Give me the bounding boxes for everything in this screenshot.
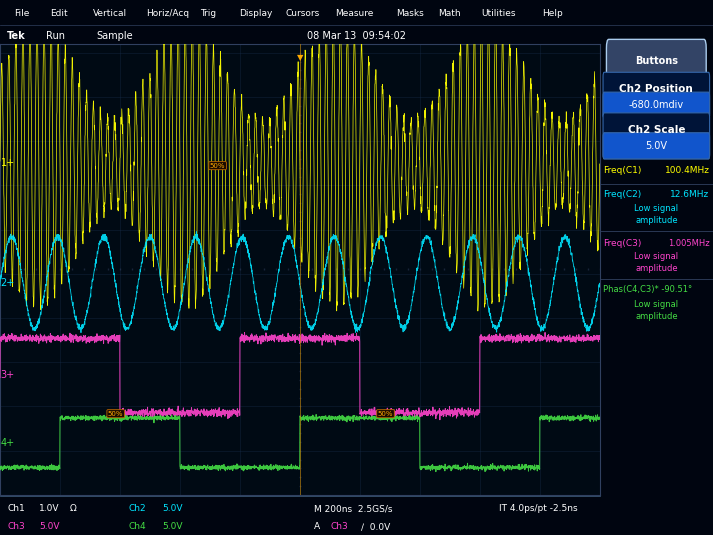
FancyBboxPatch shape [603, 113, 709, 159]
Text: Ch4: Ch4 [128, 523, 146, 531]
Text: 5.0V: 5.0V [645, 141, 667, 151]
Text: 4+: 4+ [1, 438, 14, 448]
Text: Display: Display [239, 9, 272, 18]
Text: Low signal: Low signal [635, 300, 678, 309]
Text: Help: Help [542, 9, 563, 18]
Text: Vertical: Vertical [93, 9, 127, 18]
Text: Utilities: Utilities [481, 9, 515, 18]
Text: Ch3: Ch3 [7, 523, 25, 531]
Text: Math: Math [438, 9, 461, 18]
Text: Phas(C4,C3)* -90.51°: Phas(C4,C3)* -90.51° [603, 285, 692, 294]
Text: 5.0V: 5.0V [39, 523, 60, 531]
Text: Buttons: Buttons [635, 56, 678, 66]
Text: 1.0V: 1.0V [39, 505, 60, 514]
Text: File: File [14, 9, 30, 18]
Text: Ch2 Scale: Ch2 Scale [627, 125, 685, 135]
FancyBboxPatch shape [607, 40, 706, 82]
Text: 12.6MHz: 12.6MHz [670, 190, 709, 200]
Text: Freq(C1): Freq(C1) [603, 166, 642, 174]
Text: 50%: 50% [108, 411, 123, 417]
Text: 3+: 3+ [1, 371, 14, 380]
Text: Horiz/Acq: Horiz/Acq [146, 9, 189, 18]
FancyBboxPatch shape [603, 72, 709, 118]
Text: 2+: 2+ [1, 278, 15, 288]
Text: Run: Run [46, 31, 66, 41]
Text: 1.005MHz: 1.005MHz [668, 239, 709, 248]
Text: Ch3: Ch3 [330, 523, 348, 531]
Text: amplitude: amplitude [635, 264, 677, 273]
Text: 50%: 50% [378, 411, 394, 417]
Text: A: A [314, 523, 320, 531]
Text: Ω: Ω [70, 505, 76, 514]
Text: Cursors: Cursors [285, 9, 319, 18]
Text: Ch2 Position: Ch2 Position [620, 84, 693, 94]
Text: 100.4MHz: 100.4MHz [665, 166, 709, 174]
Text: ∕  0.0V: ∕ 0.0V [361, 523, 391, 531]
Text: Edit: Edit [50, 9, 68, 18]
Text: Freq(C2): Freq(C2) [603, 190, 641, 200]
Text: Low signal: Low signal [635, 204, 678, 213]
Text: 5.0V: 5.0V [163, 523, 183, 531]
Text: amplitude: amplitude [635, 216, 677, 225]
Text: Trig: Trig [200, 9, 216, 18]
Text: Measure: Measure [335, 9, 374, 18]
Text: 08 Mar 13  09:54:02: 08 Mar 13 09:54:02 [307, 31, 406, 41]
Text: Tek: Tek [7, 31, 26, 41]
Text: -680.0mdiv: -680.0mdiv [629, 100, 684, 110]
Text: amplitude: amplitude [635, 312, 677, 321]
Text: Freq(C3): Freq(C3) [603, 239, 642, 248]
Text: 1+: 1+ [1, 158, 14, 168]
Text: Ch1: Ch1 [7, 505, 25, 514]
Text: M 200ns  2.5GS/s: M 200ns 2.5GS/s [314, 505, 392, 514]
Text: Low signal: Low signal [635, 252, 678, 261]
FancyBboxPatch shape [603, 133, 709, 159]
Text: Sample: Sample [96, 31, 133, 41]
Text: Masks: Masks [396, 9, 424, 18]
Text: IT 4.0ps/pt -2.5ns: IT 4.0ps/pt -2.5ns [499, 505, 578, 514]
Text: ▼: ▼ [297, 53, 303, 62]
Text: 5.0V: 5.0V [163, 505, 183, 514]
Text: 50%: 50% [210, 163, 225, 169]
Text: Ch2: Ch2 [128, 505, 146, 514]
FancyBboxPatch shape [603, 92, 709, 118]
